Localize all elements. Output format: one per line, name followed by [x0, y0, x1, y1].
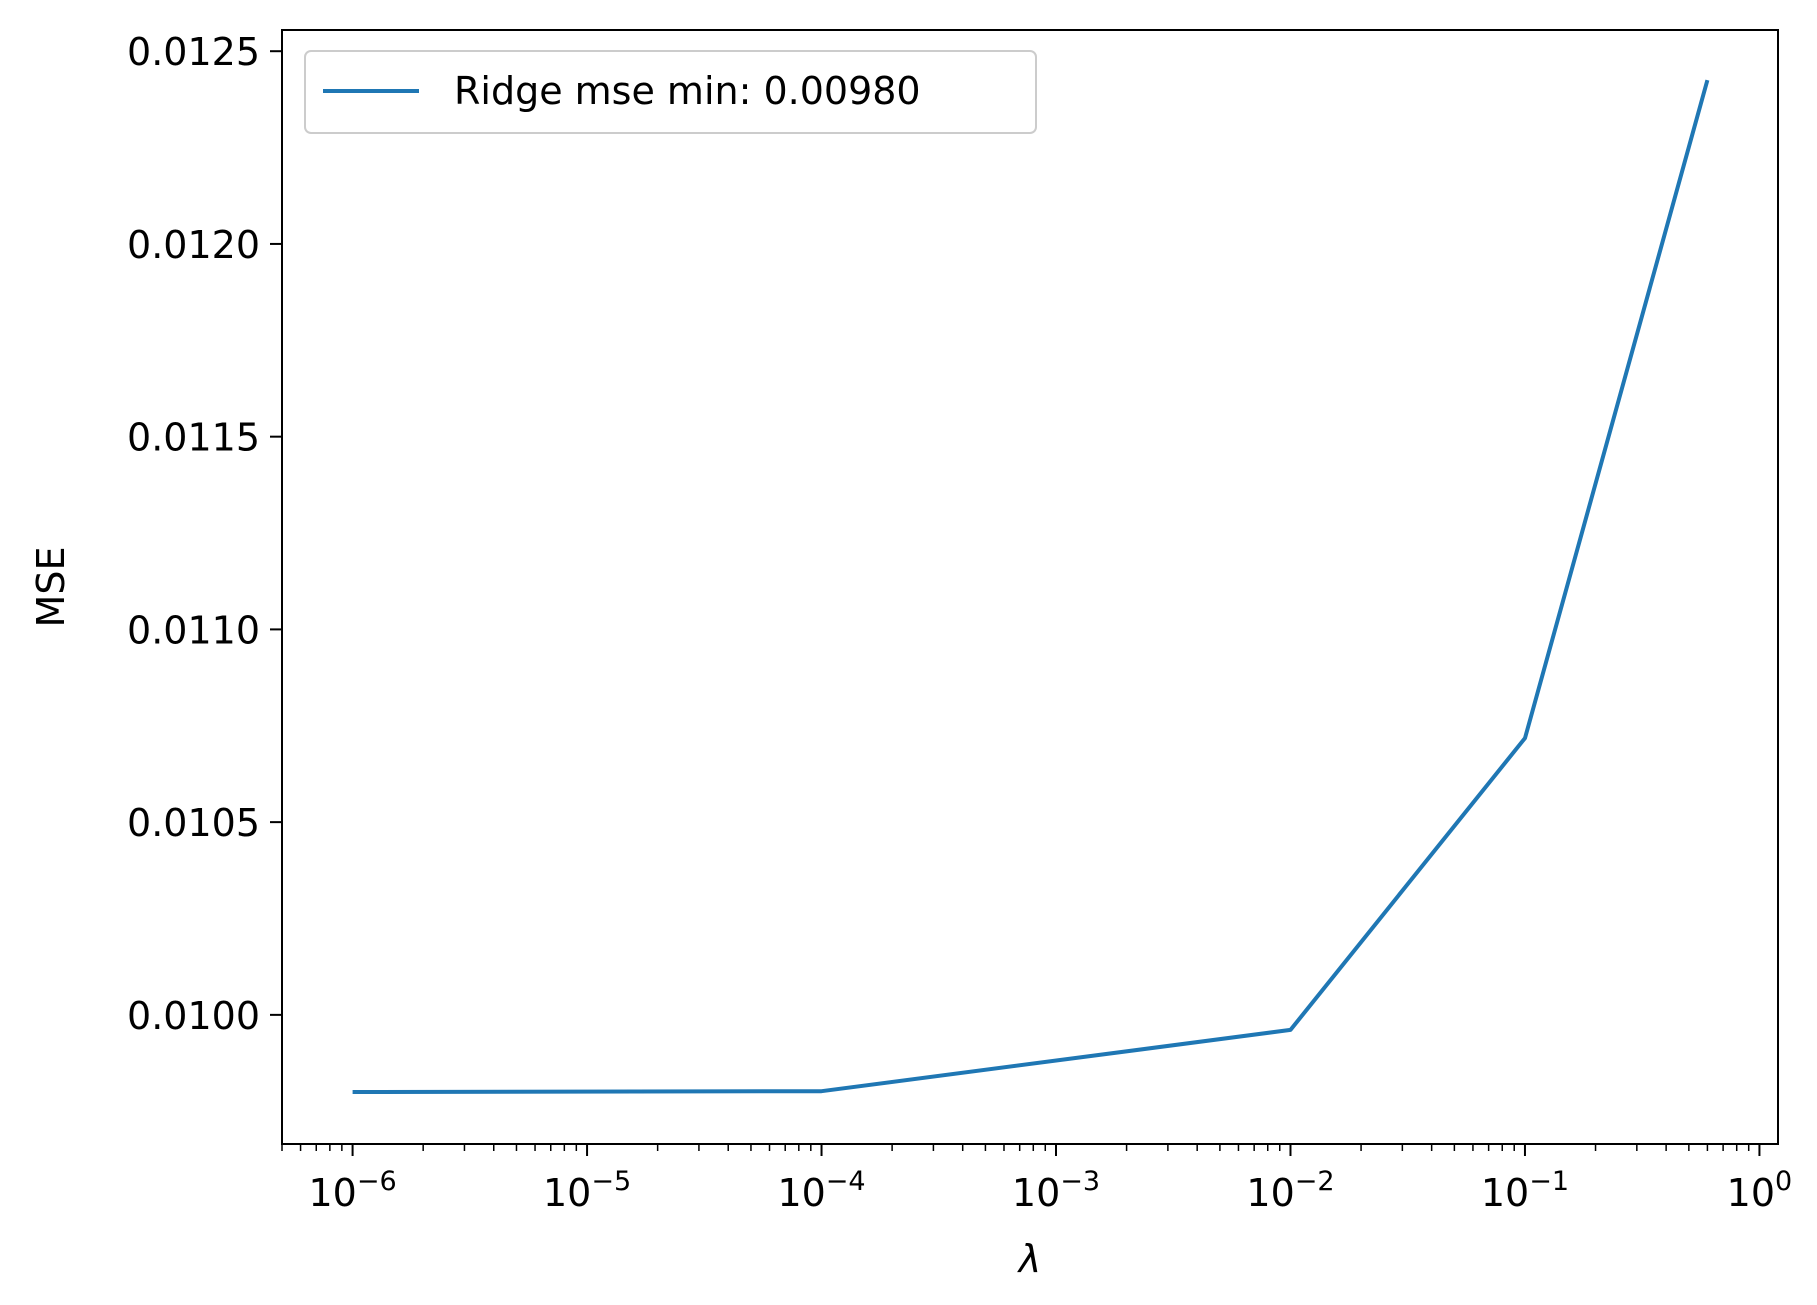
x-tick-label: 100	[1727, 1166, 1793, 1215]
y-axis-label: MSE	[29, 547, 73, 628]
x-axis-label: λ	[1017, 1237, 1042, 1281]
y-axis-ticks: 0.0100 0.0105 0.0110 0.0115 0.0120 0.0125	[127, 30, 282, 1038]
plot-area	[282, 30, 1778, 1144]
x-tick-label: 10−4	[777, 1166, 865, 1215]
x-tick-label: 10−3	[1012, 1166, 1100, 1215]
x-tick-label: 10−2	[1246, 1166, 1334, 1215]
y-tick-label: 0.0110	[127, 608, 260, 652]
y-tick-label: 0.0115	[127, 416, 260, 460]
series-layer	[352, 79, 1710, 1094]
y-tick-label: 0.0125	[127, 30, 260, 74]
x-tick-label: 10−1	[1481, 1166, 1569, 1215]
legend-label: Ridge mse min: 0.00980	[454, 69, 921, 113]
x-tick-label: 10−6	[308, 1166, 396, 1215]
y-tick-label: 0.0120	[127, 223, 260, 267]
y-tick-label: 0.0105	[127, 801, 260, 845]
y-tick-label: 0.0100	[127, 994, 260, 1038]
legend-box	[304, 50, 1037, 134]
x-axis-ticks: 10−6 10−5 10−4 10−3 10−2 10−1 100	[281, 1144, 1793, 1215]
x-tick-label: 10−5	[543, 1166, 631, 1215]
plot-frame	[281, 29, 1779, 1145]
legend: Ridge mse min: 0.00980	[304, 50, 1037, 134]
series-line-0	[352, 79, 1710, 1094]
